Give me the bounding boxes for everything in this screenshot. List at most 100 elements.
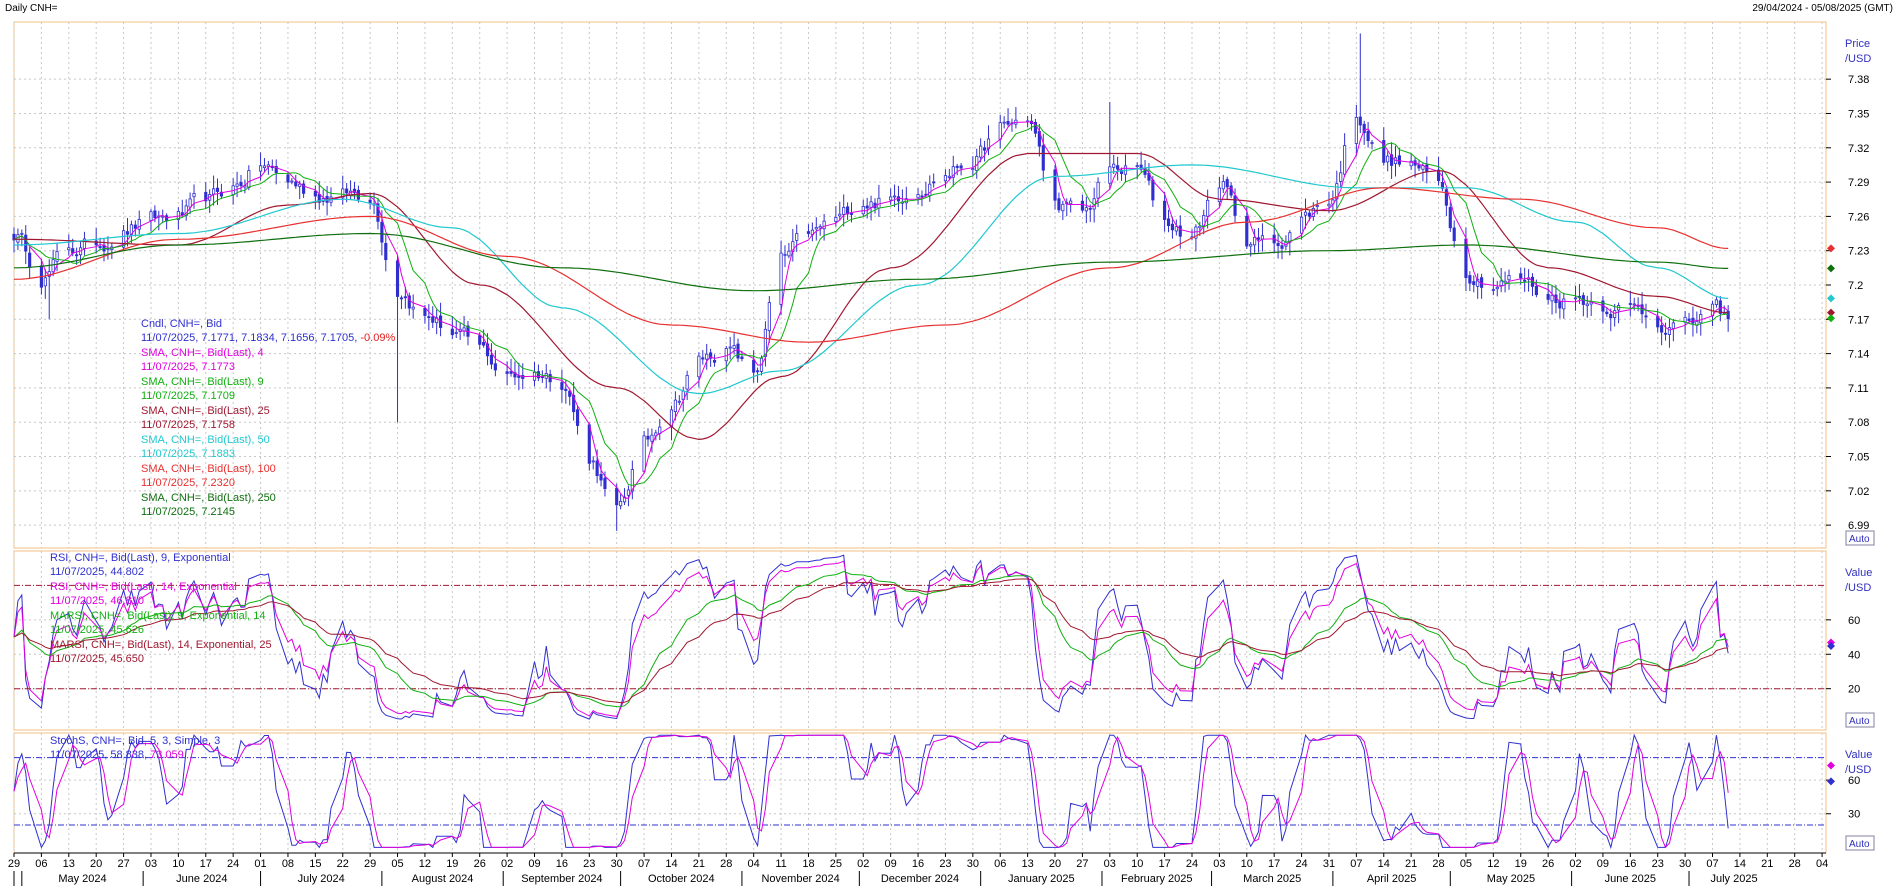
candle [1468,271,1472,292]
candle-body [165,215,169,222]
x-tick-label: 14 [665,858,677,870]
candle-body [212,188,216,195]
price-y-tick-label: 7.05 [1848,452,1869,464]
candle [1206,189,1210,229]
candle [509,358,513,377]
x-tick-label: 23 [939,858,951,870]
candle [239,174,243,193]
candle [376,197,380,230]
candle-body [822,220,826,230]
candle-body [795,233,799,241]
candle [1714,296,1718,308]
candle [395,255,400,423]
sma-9-line[interactable] [13,124,1729,486]
candle [286,171,290,189]
candle [1507,269,1511,290]
candle [575,405,580,435]
candle [137,210,141,235]
x-tick-label: 16 [1624,858,1636,870]
x-tick-label: 16 [912,858,924,870]
candle [783,245,787,268]
x-tick-label: 05 [391,858,403,870]
month-label: May 2025 [1487,873,1535,885]
rsi-auto-button[interactable] [1845,712,1875,728]
candle [1002,116,1006,129]
candle [932,173,936,188]
candle-body [1573,297,1578,300]
x-tick-label: 07 [1706,858,1718,870]
candle [568,388,572,406]
month-label: July 2025 [1710,873,1757,885]
candle [622,488,627,506]
candle [979,138,983,163]
sma25-line[interactable] [14,152,1729,441]
x-tick-label: 21 [693,858,705,870]
x-tick-label: 26 [1542,858,1554,870]
candle-body [1069,200,1073,205]
candle-body [290,180,294,183]
x-tick-label: 29 [8,858,20,870]
candle [572,382,576,421]
candle-body [998,122,1002,140]
x-tick-label: 03 [145,858,157,870]
date-range: 29/04/2024 - 05/08/2025 (GMT) [1752,3,1893,14]
candle-body [1174,226,1178,232]
candle-body [509,371,513,374]
x-tick-label: 13 [1021,858,1033,870]
candle [290,178,294,185]
marsi-14-line[interactable] [13,578,1729,704]
legend-stoch-k-value: 58.838, [110,749,150,761]
candle-body [943,175,948,182]
candle [701,350,705,365]
candle-body [587,424,591,464]
candle [1343,133,1347,177]
marsi-9-line[interactable] [13,570,1729,708]
sma250-last-marker [1827,264,1835,273]
candle [916,187,920,205]
candle [20,229,24,247]
x-tick-label: 11 [775,858,786,870]
legend-sma100-label: SMA, CNH=, Bid(Last), 100 [141,463,276,475]
stoch-d-line[interactable] [13,734,1729,849]
candle [1303,198,1308,229]
candle-body [1280,245,1284,249]
candle-body [1233,195,1237,216]
candle-body [454,332,458,334]
price-y-tick-label: 6.99 [1848,520,1869,532]
rsi-14-line[interactable] [13,560,1729,717]
candle-body [1221,181,1225,190]
candle [149,208,153,232]
candle-body [98,246,102,248]
candle-body [239,181,243,187]
candle [795,224,799,252]
candle-body [188,198,192,208]
candle-body [646,435,650,440]
candle-body [1660,325,1664,333]
price-y-tick-label: 7.38 [1848,74,1869,86]
candle-body [1382,140,1386,163]
sma50-line[interactable] [14,164,1729,395]
candle-body [395,260,400,297]
candle-body [1151,179,1155,201]
stoch-k-line[interactable] [13,733,1729,850]
candle [1276,233,1280,259]
candle-body [1636,305,1640,307]
candle [752,350,756,383]
candle [1163,191,1167,232]
sma100-line[interactable] [13,187,1729,343]
candle-body [849,213,854,215]
stoch-auto-button[interactable] [1845,835,1875,851]
x-tick-label: 17 [1268,858,1280,870]
sma250-line[interactable] [14,232,1729,292]
price-auto-button[interactable] [1845,530,1875,546]
sma-4-line[interactable] [13,121,1729,499]
candle [247,165,251,191]
stoch-auto-label: Auto [1849,839,1870,850]
candle [51,249,55,277]
candle-body [12,233,16,241]
candle-body [1256,237,1261,240]
candle-body [732,345,736,349]
candle [98,237,102,250]
candle [1096,177,1100,208]
